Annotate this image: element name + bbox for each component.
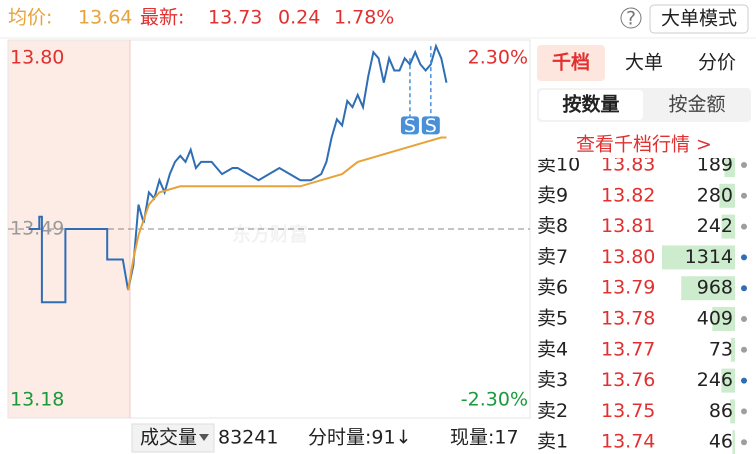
row-volume: 46 [709,431,733,453]
sell-marker [421,116,440,135]
minute-volume: 分时量:91↓ [308,427,412,449]
tab-active-bg [537,45,605,81]
row-label: 卖4 [537,338,568,360]
volume: 83241 [218,427,278,449]
dropdown-arrow[interactable] [199,434,209,441]
help[interactable]: ? [626,8,636,30]
volume-bar [732,430,735,454]
current-volume: 现量:17 [450,427,519,449]
row-dot [741,254,747,261]
row-label: 卖3 [537,369,568,391]
volume-bar [712,307,735,331]
price-line [127,136,447,291]
row-dot [741,377,747,384]
marker-label: S [404,115,416,137]
depth-link[interactable]: 查看千档行情 > [576,134,712,156]
row-label: 卖1 [537,431,568,453]
y-tick-label: 13.18 [10,389,64,411]
row-volume: 73 [709,338,733,360]
y2-tick-label: -2.30% [461,389,528,411]
row-price: 13.82 [601,184,655,206]
row-dot [741,162,747,168]
row-dot [741,192,747,199]
last-value: 13.73 [208,7,262,29]
row-label: 卖6 [537,277,568,299]
price-line [28,43,448,304]
row-dot [741,223,747,230]
row-price: 13.81 [601,215,655,237]
row-label: 卖10 [537,154,580,176]
help-icon[interactable] [620,7,642,29]
last-label: 最新: [140,7,184,29]
row-price: 13.79 [601,277,655,299]
change: 0.24 [278,7,320,29]
subtab[interactable]: 按数量 [562,93,619,116]
sell-marker [400,116,419,135]
row-price: 13.74 [601,431,655,453]
row-volume: 1314 [685,246,733,268]
row-label: 卖2 [537,400,568,422]
y-tick-label: 13.80 [10,47,64,69]
link-mask [533,128,756,158]
indicator[interactable]: 成交量 [140,427,197,449]
row-volume: 242 [697,215,733,237]
y2-tick-label: 2.30% [468,47,528,69]
row-label: 卖7 [537,246,568,268]
row-dot [741,346,747,353]
row-price: 13.76 [601,369,655,391]
row-dot [741,285,747,292]
tab[interactable]: 千档 [552,51,590,74]
avg-label: 均价: [8,7,52,29]
tab[interactable]: 分价 [698,52,736,74]
volume-bar [662,245,735,270]
row-price: 13.77 [601,338,655,360]
volume-bar [719,183,735,208]
row-volume: 246 [697,369,733,391]
subtab-active [539,90,643,120]
change-pct: 1.78% [334,7,394,29]
tab[interactable]: 大单 [625,52,663,74]
mode-button[interactable] [649,4,749,34]
subtab[interactable]: 按金额 [668,94,725,116]
row-label: 卖8 [537,215,568,237]
volume-bar [730,337,735,362]
row-dot [741,408,747,415]
marker-label: S [425,115,437,137]
row-price: 13.78 [601,308,655,330]
volume-bar [724,153,735,177]
watermark: 东方财富 [232,223,308,246]
row-dot [741,439,747,446]
row-price: 13.83 [601,154,655,176]
volume-bar [681,276,735,301]
row-label: 卖9 [537,184,568,206]
mode-label[interactable]: 大单模式 [661,8,737,30]
row-price: 13.80 [601,246,655,268]
row-label: 卖5 [537,308,568,330]
indicator-select[interactable] [131,423,215,453]
volume-bar [721,214,735,239]
volume-bar [730,399,735,424]
row-volume: 280 [697,184,733,206]
row-volume: 968 [697,277,733,299]
row-volume: 189 [697,154,733,176]
row-dot [741,316,747,322]
row-volume: 86 [709,400,733,422]
avg-value: 13.64 [78,7,132,29]
volume-bar [721,368,735,393]
row-volume: 409 [697,308,733,330]
row-price: 13.75 [601,400,655,422]
